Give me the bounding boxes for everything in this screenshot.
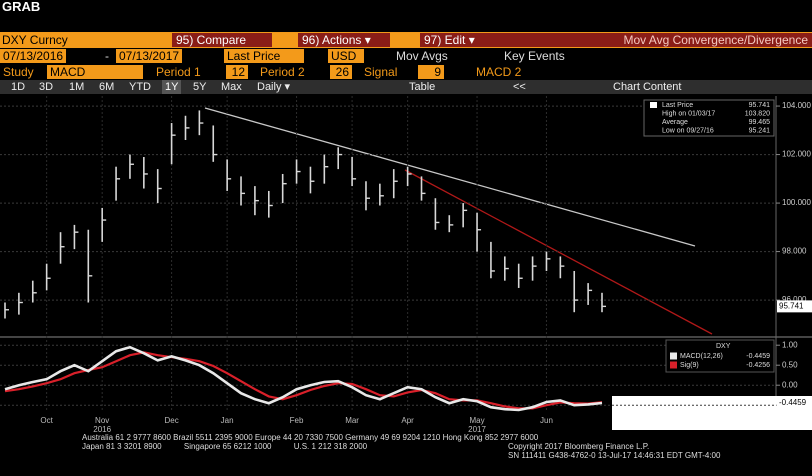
legend-label: Average: [662, 119, 688, 126]
y-tick-label: 100.000: [782, 198, 811, 207]
legend-value: -0.4459: [746, 353, 770, 360]
x-tick-label: Mar: [345, 416, 359, 425]
legend-swatch: [670, 361, 677, 369]
macd-line: [4, 345, 603, 412]
period2[interactable]: 26: [330, 65, 352, 79]
date-separator: -: [105, 49, 109, 63]
copyright: Copyright 2017 Bloomberg Finance L.P.: [508, 442, 650, 451]
legend-label: MACD(12,26): [680, 353, 723, 360]
window-title: GRAB: [2, 0, 41, 14]
last-value-box: [777, 300, 812, 313]
y-tick-label: 104.000: [782, 101, 811, 110]
signal-label: Signal: [364, 65, 398, 79]
key-events[interactable]: Key Events: [504, 49, 565, 63]
signal[interactable]: 9: [418, 65, 444, 79]
legend-value: -0.4256: [746, 362, 770, 369]
x-tick-label: Apr: [401, 416, 414, 425]
range-button[interactable]: Max: [221, 81, 242, 93]
x-tick-label: Feb: [289, 416, 304, 425]
range-button[interactable]: <<: [513, 81, 526, 93]
x-tick-label: Jan: [220, 416, 234, 425]
legend-label: Sig(9): [680, 362, 699, 369]
range-button[interactable]: Table: [409, 81, 436, 93]
legend-label: Last Price: [662, 102, 693, 109]
legend: DXY MACD(12,26) -0.4459 Sig(9) -0.4256: [665, 339, 775, 373]
y-tick-label: 102.000: [782, 150, 811, 159]
currency[interactable]: USD: [328, 49, 364, 63]
study[interactable]: MACD: [47, 65, 143, 79]
legend-value: 95.741: [749, 102, 771, 109]
legend-label: Low on 09/27/16: [662, 127, 714, 134]
last-value: -0.4459: [779, 398, 807, 407]
signal-line: [4, 351, 603, 410]
legend-value: 95.241: [749, 127, 771, 134]
last-value: 95.741: [779, 301, 804, 310]
range-bar: [0, 80, 812, 94]
start-date[interactable]: 07/13/2016: [0, 49, 67, 63]
legend-value: 103.820: [745, 110, 770, 117]
legend-value: 99.465: [749, 119, 771, 126]
legend: Last Price 95.741 High on 01/03/17 103.820 A…: [643, 99, 775, 137]
field[interactable]: Last Price: [224, 49, 304, 63]
range-button[interactable]: Chart Content: [613, 81, 682, 93]
trend-line: [404, 169, 713, 335]
legend-label: High on 01/03/17: [662, 110, 715, 117]
legend-title: DXY: [716, 343, 731, 350]
trend-line: [204, 107, 696, 247]
x-tick-label: May 2017: [468, 416, 486, 434]
mov-avgs[interactable]: Mov Avgs: [396, 49, 448, 63]
x-tick-label: Dec: [164, 416, 179, 425]
range-button[interactable]: Daily ▾: [257, 81, 291, 93]
footer-line: Japan 81 3 3201 8900 Singapore 65 6212 1…: [82, 442, 368, 451]
legend-swatch: [650, 102, 657, 108]
timestamp: SN 111411 G438-4762-0 13-Jul-17 14:46:31…: [508, 451, 721, 460]
x-tick-label: Oct: [40, 416, 53, 425]
footer-line: Australia 61 2 9777 8600 Brazil 5511 239…: [82, 433, 539, 442]
security[interactable]: DXY Curncy: [2, 33, 68, 47]
actions-button[interactable]: 96) Actions ▾: [298, 33, 390, 47]
compare-button[interactable]: 95) Compare: [172, 33, 272, 47]
last-value-box: [777, 397, 812, 410]
range-button[interactable]: 6M: [99, 81, 115, 93]
period1[interactable]: 12: [226, 65, 248, 79]
y-tick-label: 0.00: [782, 380, 798, 389]
macd2[interactable]: MACD 2: [476, 65, 522, 79]
y-tick-label: 98.000: [782, 247, 807, 256]
end-date[interactable]: 07/13/2017: [116, 49, 183, 63]
x-tick-label: Jun: [540, 416, 553, 425]
range-button[interactable]: YTD: [129, 81, 151, 93]
range-button[interactable]: 1Y: [162, 80, 182, 94]
legend-box: [665, 339, 775, 373]
y-tick-label: 96.000: [782, 295, 807, 304]
range-button[interactable]: 3D: [39, 81, 54, 93]
y-tick-label: 0.50: [782, 360, 798, 369]
legend-box: [643, 99, 775, 137]
study-label: Study: [3, 65, 34, 79]
period2-label: Period 2: [260, 65, 305, 79]
range-button[interactable]: 1M: [69, 81, 85, 93]
y-tick-label: 1.00: [782, 340, 798, 349]
study-title: Mov Avg Convergence/Divergence: [510, 33, 812, 47]
period1-label: Period 1: [156, 65, 201, 79]
range-button[interactable]: 1D: [11, 81, 26, 93]
range-button[interactable]: 5Y: [193, 81, 207, 93]
legend-swatch: [670, 352, 677, 360]
edit-button[interactable]: 97) Edit ▾: [420, 33, 510, 47]
x-tick-label: Nov 2016: [93, 416, 112, 434]
